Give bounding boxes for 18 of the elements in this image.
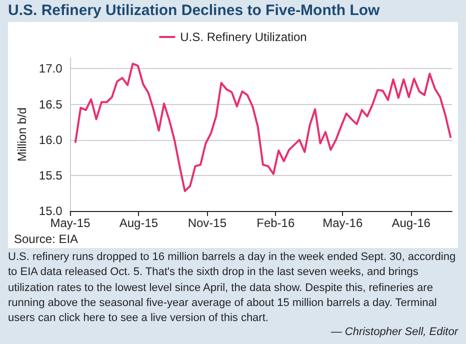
x-tick-label: May-15: [50, 216, 91, 230]
text: U.S. refinery runs dropped to 16 million barrels a day in the week ended Sept. 30, according to EIA data released Oct. 5. That's the sixth drop in the last seven weeks, and brings utilization rates to the lowest level since April, the data show. Despite this, refineries are running above the seasonal five-year average of about 15 million barrels a day. Terminal users can click here to see a live version of this chart.: [8, 250, 457, 326]
legend-label: U.S. Refinery Utilization: [180, 30, 307, 44]
y-tick-label: 16.5: [38, 97, 63, 112]
x-tick-label: Feb-16: [256, 216, 295, 230]
x-tick-label: Aug-15: [119, 216, 158, 230]
y-axis-title: Million b/d: [15, 107, 29, 162]
x-tick-label: May-16: [322, 216, 363, 230]
line-series: [74, 62, 452, 192]
source-note: Source: EIA: [14, 232, 78, 246]
y-tick-label: 17.0: [38, 62, 63, 76]
y-tick-label: 15.5: [38, 168, 63, 182]
text: — Christopher Sell, Editor: [330, 326, 458, 338]
y-tick-label: 15.0: [38, 204, 63, 218]
x-tick-label: Nov-15: [188, 216, 227, 230]
x-tick-label: Aug-16: [392, 216, 431, 230]
y-tick-label: 16.0: [38, 132, 63, 147]
chart-title: U.S. Refinery Utilization Declines to Five-Month Low: [8, 2, 380, 19]
